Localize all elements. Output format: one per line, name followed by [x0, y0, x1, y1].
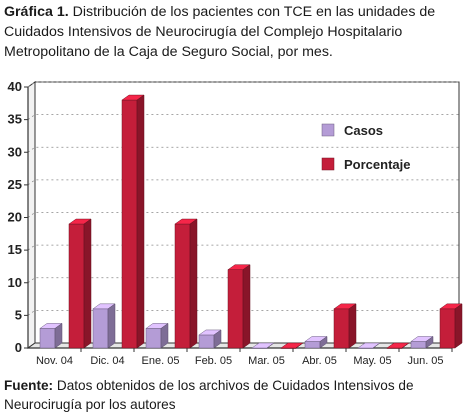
y-tick-label: 30	[8, 144, 22, 159]
chart-side-wall	[27, 81, 36, 349]
legend-swatch	[321, 123, 335, 137]
chart-source-note: Fuente: Datos obtenidos de los archivos …	[4, 376, 468, 414]
y-tick-label: 5	[15, 307, 22, 322]
bar-porcentaje	[439, 303, 463, 349]
y-tick-label: 40	[8, 79, 22, 94]
gridline	[27, 179, 459, 186]
legend-label: Casos	[344, 123, 383, 138]
caption-label: Gráfica 1.	[4, 4, 69, 20]
bar-casos	[251, 342, 275, 349]
y-tick-label: 25	[8, 177, 22, 192]
x-category-label: Ene. 05	[142, 355, 180, 367]
gridline	[27, 277, 459, 284]
bar-casos	[410, 335, 434, 349]
gridline	[27, 114, 459, 120]
x-category-label: May. 05	[353, 355, 391, 367]
bar-porcentaje	[174, 218, 198, 349]
bar-casos	[39, 322, 63, 349]
gridline	[27, 146, 459, 153]
source-text: Datos obtenidos de los archivos de Cuida…	[4, 378, 414, 412]
x-category-label: Mar. 05	[248, 355, 285, 367]
gridline	[27, 310, 459, 316]
bar-porcentaje	[121, 94, 145, 349]
bar-casos	[92, 303, 116, 349]
bar-porcentaje	[68, 218, 92, 349]
bar-casos	[357, 342, 381, 349]
gridline	[27, 212, 459, 218]
bar-porcentaje	[333, 303, 357, 349]
bar-porcentaje	[227, 264, 251, 349]
bar-casos	[304, 335, 328, 349]
y-tick-label: 10	[8, 275, 22, 290]
y-tick-label: 35	[8, 112, 22, 127]
legend-item-casos: Casos	[321, 123, 383, 138]
gridline	[27, 81, 459, 88]
x-category-label: Abr. 05	[302, 355, 337, 367]
gridline	[27, 244, 459, 251]
chart-caption: Gráfica 1. Distribución de los pacientes…	[4, 2, 468, 62]
bar-chart: 0 5 10 15 20 25 30 35 40 Nov. 04 Dic. 04 Ene. 05 Feb…	[8, 79, 463, 367]
x-category-label: Nov. 04	[36, 355, 73, 367]
bar-casos	[145, 322, 169, 349]
x-category-label: Dic. 04	[90, 355, 124, 367]
y-tick-label: 0	[15, 340, 22, 355]
x-category-label: Jun. 05	[407, 355, 443, 367]
bar-porcentaje	[386, 342, 410, 349]
y-tick-label: 20	[8, 210, 22, 225]
bar-porcentaje	[280, 342, 304, 349]
legend-swatch	[321, 157, 335, 171]
caption-text: Distribución de los pacientes con TCE en…	[4, 4, 436, 60]
source-label: Fuente:	[4, 378, 54, 393]
legend-item-porcentaje: Porcentaje	[321, 157, 410, 172]
bar-casos	[198, 329, 222, 349]
y-tick-label: 15	[8, 242, 22, 257]
legend-label: Porcentaje	[344, 157, 410, 172]
x-category-label: Feb. 05	[195, 355, 232, 367]
